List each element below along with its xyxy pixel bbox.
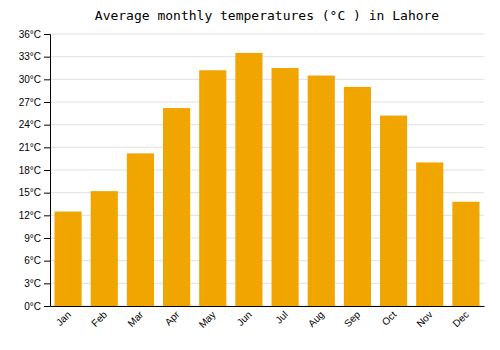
bar	[452, 202, 479, 306]
tick-label: 12°C	[19, 210, 41, 221]
tick-mark	[44, 306, 50, 307]
tick-label: Jan	[54, 309, 73, 328]
tick-mark	[44, 215, 50, 216]
tick-label: 18°C	[19, 165, 41, 176]
bar	[199, 70, 226, 306]
tick: 6°C	[24, 255, 50, 266]
tick-label: Apr	[163, 308, 182, 327]
tick-mark	[44, 238, 50, 239]
tick-label: Feb	[89, 309, 109, 329]
tick-label: 21°C	[19, 142, 41, 153]
tick-label: May	[197, 309, 218, 330]
bar	[416, 162, 443, 306]
axis-line	[44, 35, 51, 307]
tick: Apr	[163, 306, 182, 328]
tick-mark	[44, 57, 50, 58]
tick: 27°C	[19, 97, 50, 108]
tick-mark	[44, 34, 50, 35]
tick-label: 15°C	[19, 187, 41, 198]
grid-line	[50, 56, 484, 57]
tick: Jun	[235, 306, 254, 328]
tick-mark	[44, 261, 50, 262]
tick-label: Dec	[451, 309, 471, 329]
tick-label: 36°C	[19, 29, 41, 40]
tick-label: 0°C	[24, 301, 41, 312]
grid-line	[50, 34, 484, 35]
tick: Mar	[125, 306, 145, 329]
tick: 3°C	[24, 278, 50, 289]
tick: May	[197, 306, 218, 330]
tick-label: Oct	[380, 309, 399, 328]
bar	[344, 87, 371, 306]
tick-mark	[44, 170, 50, 171]
tick: Oct	[380, 306, 399, 328]
tick-label: 27°C	[19, 97, 41, 108]
tick-label: 24°C	[19, 119, 41, 130]
tick-label: Aug	[306, 309, 326, 329]
tick: Nov	[414, 306, 434, 329]
tick-label: Jul	[273, 309, 290, 326]
plot: 0°C 3°C 6°C 9°C 12°C 15°C 18°C 21°C 24°C 27°C 30°C…	[19, 29, 485, 330]
tick-label: Sep	[342, 309, 363, 330]
tick: 15°C	[19, 187, 50, 198]
grid	[50, 34, 484, 306]
tick-mark	[44, 147, 50, 148]
tick-label: 3°C	[24, 278, 41, 289]
grid-line	[50, 79, 484, 80]
tick-mark	[44, 102, 50, 103]
tick: Aug	[306, 306, 326, 329]
tick: 24°C	[19, 119, 50, 130]
tick: 18°C	[19, 165, 50, 176]
tick: Jul	[273, 306, 290, 326]
x-axis: Jan Feb Mar Apr May Jun Jul Aug Sep Oct Nov Dec	[51, 306, 485, 330]
bar	[308, 76, 335, 306]
tick-mark	[44, 283, 50, 284]
bar	[127, 153, 154, 306]
bar	[163, 108, 190, 306]
tick-mark	[44, 193, 50, 194]
grid-line	[50, 124, 484, 125]
tick-label: Nov	[414, 309, 434, 329]
tick-mark	[44, 79, 50, 80]
tick: 33°C	[19, 51, 50, 62]
tick: Feb	[89, 306, 109, 329]
tick-label: 9°C	[24, 233, 41, 244]
y-axis: 0°C 3°C 6°C 9°C 12°C 15°C 18°C 21°C 24°C 27°C 30°C…	[19, 29, 51, 312]
chart: 0°C 3°C 6°C 9°C 12°C 15°C 18°C 21°C 24°C 27°C 30°C…	[0, 0, 500, 350]
tick: 0°C	[24, 301, 50, 312]
tick: 12°C	[19, 210, 50, 221]
tick-label: Mar	[125, 308, 145, 328]
tick: 30°C	[19, 74, 50, 85]
tick-label: 33°C	[19, 51, 41, 62]
bar	[272, 68, 299, 306]
grid-line	[50, 102, 484, 103]
tick-mark	[44, 125, 50, 126]
bar	[91, 191, 118, 306]
grid-line	[50, 147, 484, 148]
bar	[235, 53, 262, 306]
tick: 9°C	[24, 233, 50, 244]
tick-label: 30°C	[19, 74, 41, 85]
tick: Sep	[342, 306, 363, 329]
tick: Dec	[451, 306, 471, 329]
tick: 36°C	[19, 29, 50, 40]
tick-label: 6°C	[24, 255, 41, 266]
tick: 21°C	[19, 142, 50, 153]
bar	[55, 212, 82, 306]
axis-line	[51, 306, 485, 307]
tick-label: Jun	[235, 309, 254, 328]
tick: Jan	[54, 306, 73, 328]
bar	[380, 116, 407, 306]
title: Average monthly temperatures (°C ) in La…	[95, 8, 440, 23]
bars	[55, 53, 480, 306]
